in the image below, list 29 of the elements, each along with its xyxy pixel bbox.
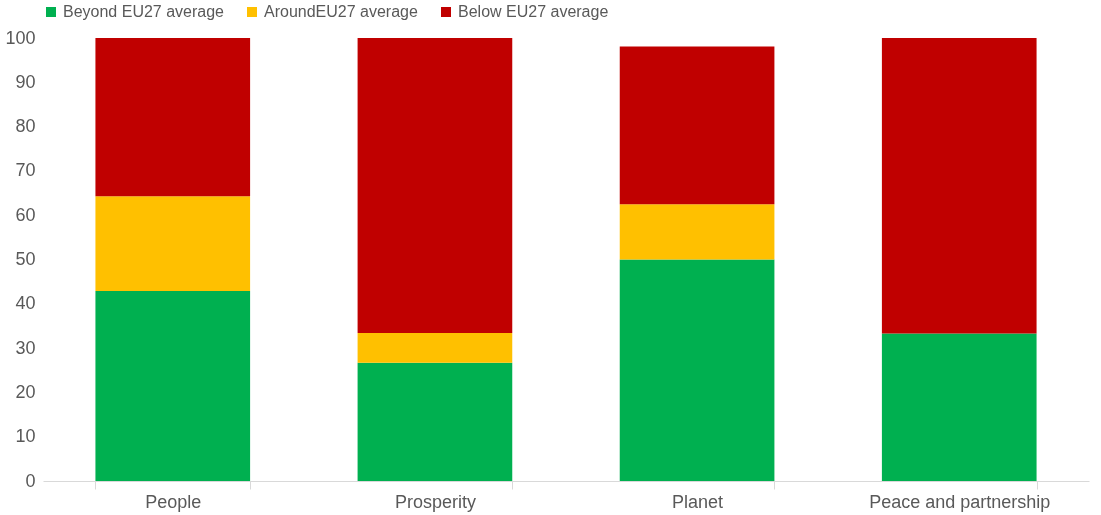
bar	[619, 46, 775, 205]
y-tick-label: 30	[15, 337, 36, 358]
x-tick-label: Peace and partnership	[869, 491, 1051, 512]
bar	[881, 38, 1037, 334]
y-tick-label: 40	[15, 293, 36, 314]
y-tick-label: 100	[5, 27, 36, 48]
y-tick-label: 50	[15, 249, 36, 269]
bar	[357, 362, 513, 481]
bar	[619, 204, 775, 260]
bar	[95, 196, 251, 291]
bar	[95, 290, 251, 481]
y-tick-label: 10	[15, 426, 36, 447]
bar	[619, 259, 775, 481]
x-tick-label: Planet	[672, 491, 724, 512]
y-tick-label: 0	[25, 470, 36, 491]
y-tick-label: 90	[15, 71, 36, 92]
y-tick-label: 60	[15, 204, 36, 225]
bar	[95, 38, 251, 197]
bar	[357, 38, 513, 334]
y-tick-label: 20	[15, 381, 36, 402]
bar	[881, 333, 1037, 481]
y-tick-label: 80	[15, 116, 36, 137]
legend-label: Below EU27 average	[458, 3, 609, 20]
y-tick-label: 70	[15, 160, 36, 181]
x-tick-label: People	[145, 491, 202, 512]
bar	[357, 333, 513, 363]
legend-label: AroundEU27 average	[264, 3, 418, 20]
legend-label: Beyond EU27 average	[63, 3, 225, 20]
x-tick-label: Prosperity	[394, 491, 476, 512]
